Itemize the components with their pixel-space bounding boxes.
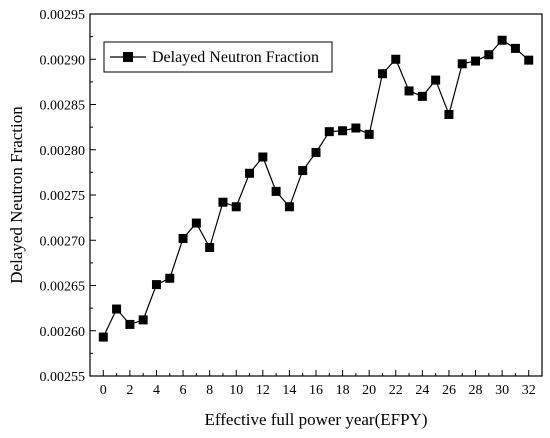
x-tick-label: 18 bbox=[336, 383, 350, 398]
legend-label: Delayed Neutron Fraction bbox=[152, 49, 319, 66]
x-tick-label: 28 bbox=[469, 383, 483, 398]
legend: Delayed Neutron Fraction bbox=[103, 41, 333, 73]
data-point bbox=[444, 109, 454, 119]
data-point bbox=[391, 54, 401, 64]
x-tick-label: 24 bbox=[415, 383, 429, 398]
x-tick-label: 20 bbox=[362, 383, 376, 398]
data-point bbox=[271, 186, 281, 196]
x-tick-label: 6 bbox=[180, 383, 187, 398]
y-tick-label: 0.00280 bbox=[40, 144, 86, 159]
y-tick-label: 0.00295 bbox=[40, 8, 86, 23]
data-point bbox=[351, 123, 361, 133]
data-point bbox=[524, 55, 534, 65]
y-tick-label: 0.00275 bbox=[40, 189, 86, 204]
data-point bbox=[311, 147, 321, 157]
data-point bbox=[165, 273, 175, 283]
data-point bbox=[191, 218, 201, 228]
y-tick-label: 0.00270 bbox=[40, 234, 86, 249]
series-line bbox=[102, 39, 530, 338]
data-point bbox=[417, 91, 427, 101]
x-tick-label: 22 bbox=[389, 383, 403, 398]
x-tick-label: 2 bbox=[126, 383, 133, 398]
y-axis-title: Delayed Neutron Fraction bbox=[7, 106, 26, 284]
data-point bbox=[98, 332, 108, 342]
data-point bbox=[245, 168, 255, 178]
data-point bbox=[112, 304, 122, 314]
x-tick-label: 8 bbox=[206, 383, 213, 398]
x-axis-ticks: 0 2 4 6 8 10 12 14 16 18 20 22 24 26 28 30 32 bbox=[100, 370, 536, 398]
data-point bbox=[284, 202, 294, 212]
data-point bbox=[205, 242, 215, 252]
y-axis-ticks: 0.00255 0.00260 0.00265 0.00270 0.00275 0.002… bbox=[40, 8, 96, 385]
series-points bbox=[98, 35, 534, 342]
data-point bbox=[377, 69, 387, 79]
x-tick-label: 26 bbox=[442, 383, 456, 398]
data-point bbox=[497, 35, 507, 45]
data-point bbox=[298, 166, 308, 176]
x-tick-label: 14 bbox=[282, 383, 296, 398]
data-point bbox=[258, 152, 268, 162]
y-tick-label: 0.00255 bbox=[40, 370, 86, 385]
data-point bbox=[510, 43, 520, 53]
data-point bbox=[125, 319, 135, 329]
x-axis-title: Effective full power year(EFPY) bbox=[205, 410, 428, 429]
y-tick-label: 0.00285 bbox=[40, 99, 86, 114]
x-tick-label: 32 bbox=[522, 383, 536, 398]
x-tick-label: 16 bbox=[309, 383, 323, 398]
data-point bbox=[338, 126, 348, 136]
x-tick-label: 0 bbox=[100, 383, 107, 398]
y-tick-label: 0.00290 bbox=[40, 53, 86, 68]
data-point bbox=[218, 197, 228, 207]
data-point bbox=[431, 75, 441, 85]
legend-marker bbox=[123, 52, 133, 62]
y-tick-label: 0.00265 bbox=[40, 280, 86, 295]
x-tick-label: 10 bbox=[229, 383, 243, 398]
data-point bbox=[484, 50, 494, 60]
data-point bbox=[138, 315, 148, 325]
data-point bbox=[364, 129, 374, 139]
x-tick-label: 12 bbox=[256, 383, 270, 398]
x-tick-label: 30 bbox=[495, 383, 509, 398]
data-point bbox=[457, 59, 467, 69]
x-tick-label: 4 bbox=[153, 383, 160, 398]
data-point bbox=[471, 56, 481, 66]
data-point bbox=[151, 280, 161, 290]
data-point bbox=[324, 127, 334, 137]
data-point bbox=[178, 233, 188, 243]
data-point bbox=[231, 202, 241, 212]
data-point bbox=[404, 86, 414, 96]
y-tick-label: 0.00260 bbox=[40, 325, 86, 340]
